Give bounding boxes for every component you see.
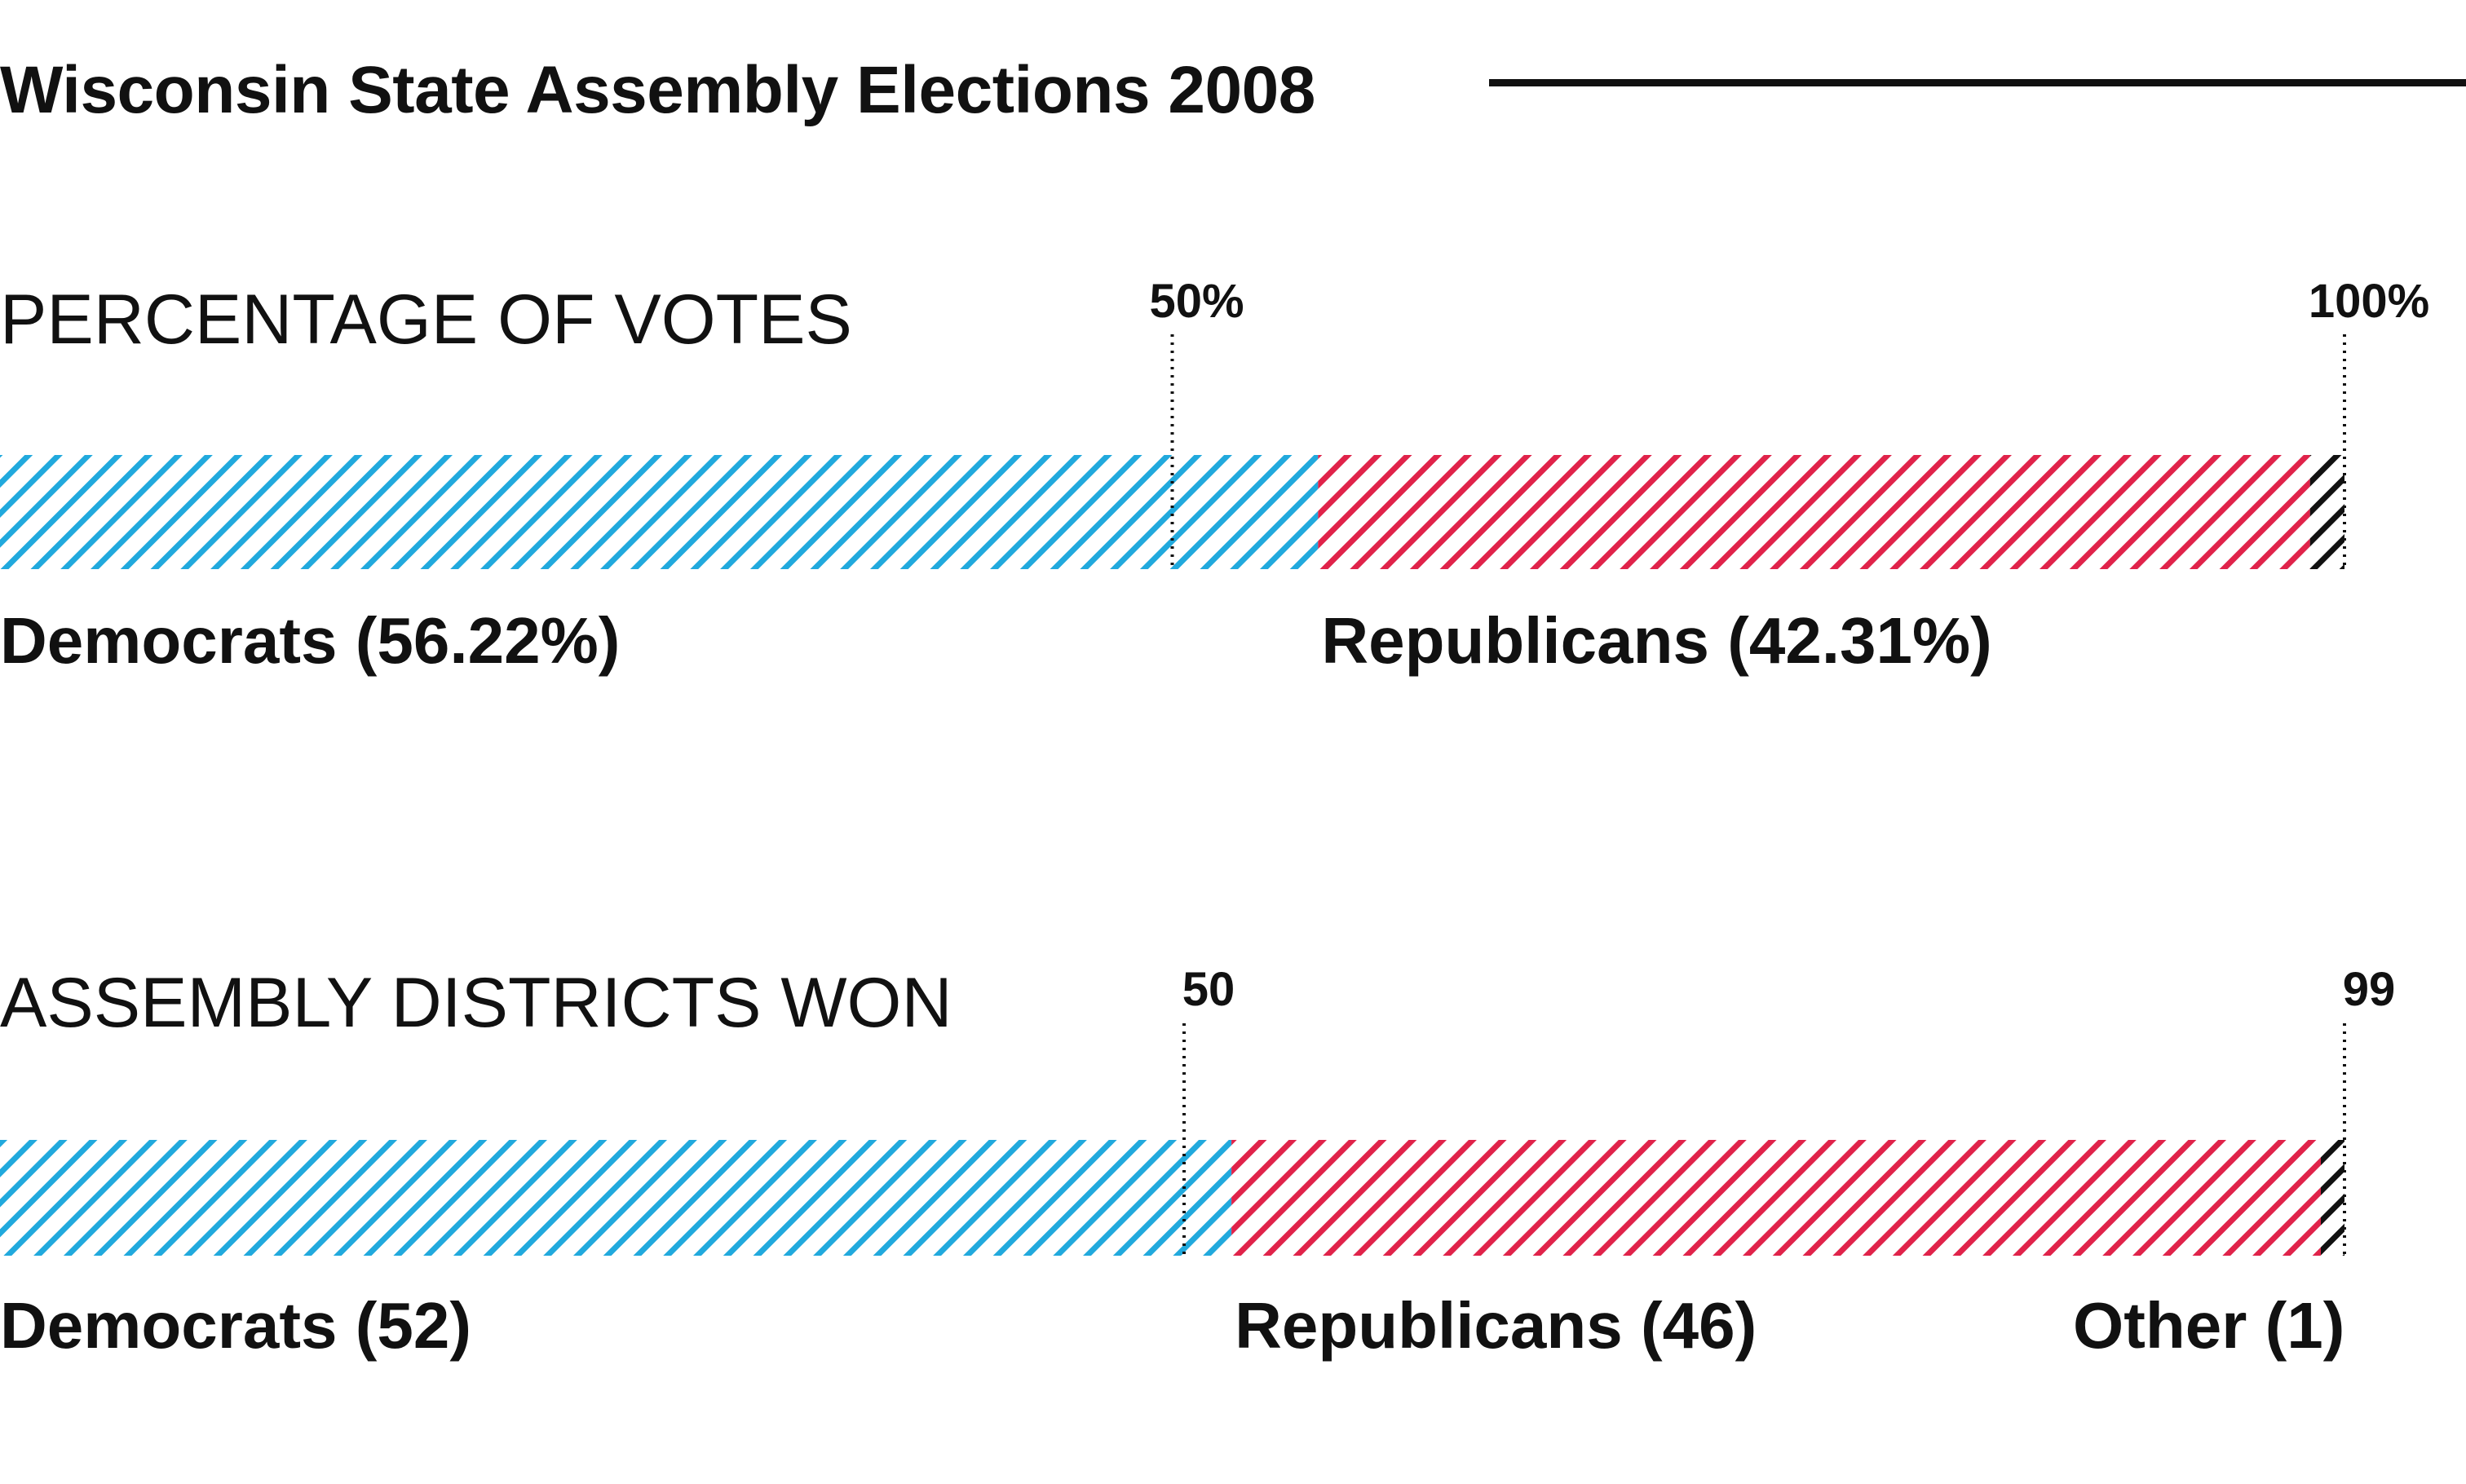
bar-segment-democrats bbox=[0, 455, 1319, 569]
bar-label-republicans: Republicans (46) bbox=[1235, 1289, 1757, 1362]
districts-section-title: ASSEMBLY DISTRICTS WON bbox=[0, 964, 952, 1042]
bar-label-democrats: Democrats (52) bbox=[0, 1289, 472, 1362]
bar-segment-other bbox=[2309, 455, 2344, 569]
votes-section-title: PERCENTAGE OF VOTES bbox=[0, 280, 852, 359]
tick-label-50: 50% bbox=[1149, 275, 1244, 328]
chart-title: Wisconsin State Assembly Elections 2008 bbox=[0, 53, 1315, 127]
title-rule bbox=[1489, 79, 2466, 86]
tick-label-50: 50 bbox=[1182, 963, 1235, 1016]
bar-segment-democrats bbox=[0, 1140, 1232, 1256]
bar-label-democrats: Democrats (56.22%) bbox=[0, 604, 621, 677]
bar-segment-other bbox=[2321, 1140, 2344, 1256]
bar-segment-republicans bbox=[1318, 455, 2310, 569]
bar-label-other: Other (1) bbox=[2073, 1289, 2345, 1362]
bar-segment-republicans bbox=[1231, 1140, 2321, 1256]
bar-label-republicans: Republicans (42.31%) bbox=[1321, 604, 1992, 677]
tick-label-99: 99 bbox=[2342, 963, 2396, 1016]
tick-label-100: 100% bbox=[2308, 275, 2430, 328]
